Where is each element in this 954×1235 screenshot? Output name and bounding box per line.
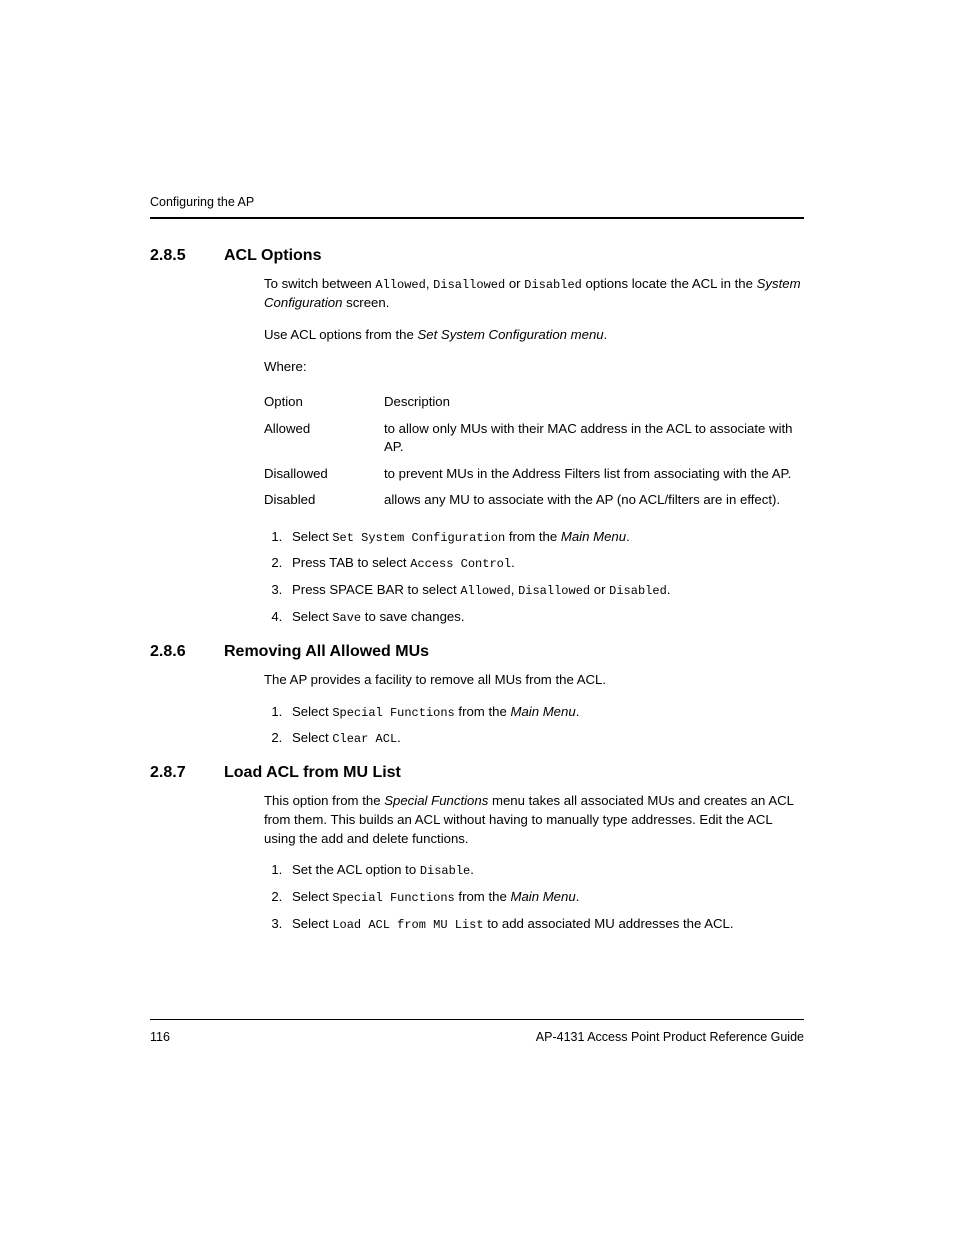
text: Select [292, 889, 332, 904]
code-text: Set System Configuration [332, 531, 505, 545]
code-text: Access Control [410, 557, 511, 571]
section-heading-287: 2.8.7 Load ACL from MU List [150, 764, 804, 782]
table-header-option: Option [264, 389, 384, 415]
code-text: Allowed [460, 584, 510, 598]
code-text: Disabled [524, 278, 582, 292]
text: screen. [342, 295, 389, 310]
text: . [626, 529, 630, 544]
text: Select [292, 529, 332, 544]
section-number: 2.8.5 [150, 247, 224, 265]
list-item: Set the ACL option to Disable. [286, 861, 804, 880]
text: . [511, 555, 515, 570]
code-text: Disallowed [518, 584, 590, 598]
section-title: Load ACL from MU List [224, 764, 401, 782]
page-footer: 116 AP-4131 Access Point Product Referen… [150, 1019, 804, 1044]
page-content: Configuring the AP 2.8.5 ACL Options To … [0, 0, 954, 934]
table-cell: allows any MU to associate with the AP (… [384, 487, 804, 513]
text: Use ACL options from the [264, 327, 417, 342]
text: . [576, 889, 580, 904]
table-row: Disabled allows any MU to associate with… [264, 487, 804, 513]
code-text: Load ACL from MU List [332, 918, 483, 932]
text: to add associated MU addresses the ACL. [484, 916, 734, 931]
paragraph: The AP provides a facility to remove all… [264, 671, 804, 690]
table-cell: Disallowed [264, 461, 384, 487]
text: from the [505, 529, 561, 544]
text: . [397, 730, 401, 745]
text: This option from the [264, 793, 384, 808]
text: or [590, 582, 609, 597]
list-item: Press SPACE BAR to select Allowed, Disal… [286, 581, 804, 600]
italic-text: Set System Configuration menu [417, 327, 603, 342]
code-text: Disallowed [433, 278, 505, 292]
page-number: 116 [150, 1030, 170, 1044]
text: to save changes. [361, 609, 464, 624]
running-head: Configuring the AP [150, 195, 804, 209]
table-cell: Disabled [264, 487, 384, 513]
paragraph: Use ACL options from the Set System Conf… [264, 326, 804, 345]
italic-text: Main Menu [510, 704, 575, 719]
text: . [667, 582, 671, 597]
italic-text: Main Menu [561, 529, 626, 544]
code-text: Clear ACL [332, 732, 397, 746]
table-header-description: Description [384, 389, 804, 415]
text: Press TAB to select [292, 555, 410, 570]
text: Select [292, 704, 332, 719]
section-title: Removing All Allowed MUs [224, 643, 429, 661]
list-item: Select Set System Configuration from the… [286, 528, 804, 547]
footer-rule [150, 1019, 804, 1020]
text: . [576, 704, 580, 719]
table-cell: to allow only MUs with their MAC address… [384, 416, 804, 461]
table-cell: Allowed [264, 416, 384, 461]
section-title: ACL Options [224, 247, 321, 265]
code-text: Save [332, 611, 361, 625]
table-row: Allowed to allow only MUs with their MAC… [264, 416, 804, 461]
where-label: Where: [264, 358, 804, 377]
text: . [604, 327, 608, 342]
code-text: Allowed [375, 278, 425, 292]
code-text: Special Functions [332, 706, 454, 720]
steps-list: Select Set System Configuration from the… [264, 528, 804, 627]
code-text: Special Functions [332, 891, 454, 905]
code-text: Disable [420, 864, 470, 878]
text: Select [292, 730, 332, 745]
section-heading-286: 2.8.6 Removing All Allowed MUs [150, 643, 804, 661]
text: , [511, 582, 518, 597]
text: from the [455, 704, 511, 719]
list-item: Select Clear ACL. [286, 729, 804, 748]
header-rule [150, 217, 804, 219]
text: Select [292, 609, 332, 624]
table-row: Disallowed to prevent MUs in the Address… [264, 461, 804, 487]
list-item: Select Special Functions from the Main M… [286, 888, 804, 907]
section-body-286: The AP provides a facility to remove all… [264, 671, 804, 748]
text: Press SPACE BAR to select [292, 582, 460, 597]
text: Select [292, 916, 332, 931]
list-item: Select Load ACL from MU List to add asso… [286, 915, 804, 934]
text: from the [455, 889, 511, 904]
steps-list: Set the ACL option to Disable. Select Sp… [264, 861, 804, 933]
section-body-287: This option from the Special Functions m… [264, 792, 804, 934]
document-title: AP-4131 Access Point Product Reference G… [536, 1030, 804, 1044]
text: . [470, 862, 474, 877]
italic-text: Main Menu [510, 889, 575, 904]
section-heading-285: 2.8.5 ACL Options [150, 247, 804, 265]
text: To switch between [264, 276, 375, 291]
steps-list: Select Special Functions from the Main M… [264, 703, 804, 749]
list-item: Press TAB to select Access Control. [286, 554, 804, 573]
list-item: Select Special Functions from the Main M… [286, 703, 804, 722]
italic-text: Special Functions [384, 793, 488, 808]
section-body-285: To switch between Allowed, Disallowed or… [264, 275, 804, 627]
text: Set the ACL option to [292, 862, 420, 877]
table-cell: to prevent MUs in the Address Filters li… [384, 461, 804, 487]
text: or [505, 276, 524, 291]
section-number: 2.8.7 [150, 764, 224, 782]
paragraph: To switch between Allowed, Disallowed or… [264, 275, 804, 313]
options-table: Option Description Allowed to allow only… [264, 389, 804, 513]
section-number: 2.8.6 [150, 643, 224, 661]
text: options locate the ACL in the [582, 276, 757, 291]
paragraph: This option from the Special Functions m… [264, 792, 804, 848]
table-row: Option Description [264, 389, 804, 415]
code-text: Disabled [609, 584, 667, 598]
list-item: Select Save to save changes. [286, 608, 804, 627]
